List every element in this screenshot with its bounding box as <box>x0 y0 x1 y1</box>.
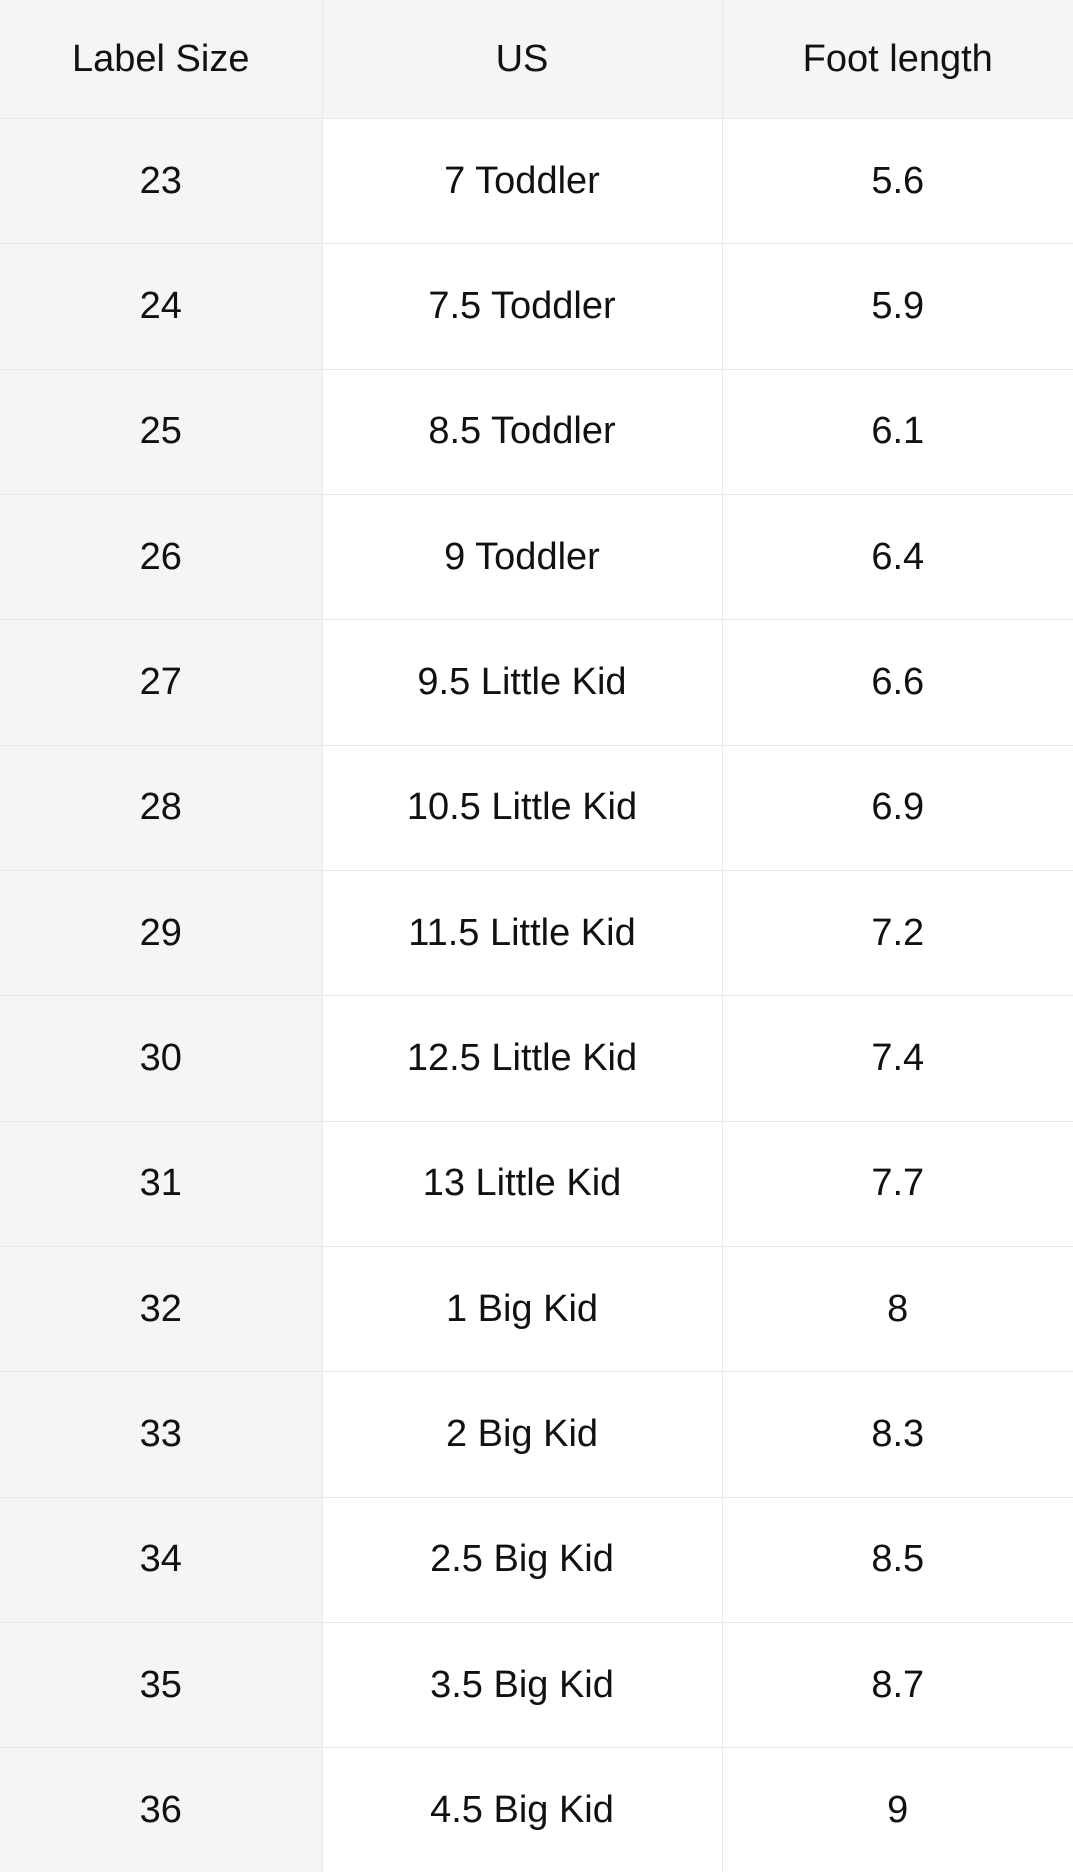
label-size-cell: 26 <box>0 494 322 620</box>
label-size-cell: 29 <box>0 870 322 996</box>
table-row: 27 9.5 Little Kid 6.6 <box>0 619 1073 746</box>
table-row: 35 3.5 Big Kid 8.7 <box>0 1622 1073 1748</box>
us-size-cell: 3.5 Big Kid <box>321 1622 722 1748</box>
label-size-cell: 27 <box>0 619 322 746</box>
foot-length-cell: 8.5 <box>721 1496 1073 1623</box>
header-row: Label Size US Foot length <box>0 0 1073 119</box>
label-size-cell: 24 <box>0 243 322 370</box>
label-size-cell: 33 <box>0 1371 322 1498</box>
us-size-cell: 7 Toddler <box>321 117 722 244</box>
label-size-cell: 34 <box>0 1496 322 1623</box>
table-row: 34 2.5 Big Kid 8.5 <box>0 1496 1073 1623</box>
label-size-cell: 25 <box>0 368 322 495</box>
us-size-cell: 13 Little Kid <box>321 1120 722 1247</box>
us-size-cell: 2 Big Kid <box>321 1371 722 1498</box>
label-size-cell: 32 <box>0 1246 322 1372</box>
us-size-cell: 11.5 Little Kid <box>321 870 722 996</box>
table-row: 25 8.5 Toddler 6.1 <box>0 368 1073 495</box>
foot-length-cell: 7.7 <box>721 1120 1073 1247</box>
foot-length-cell: 8.7 <box>721 1622 1073 1748</box>
foot-length-cell: 6.6 <box>721 619 1073 746</box>
label-size-cell: 23 <box>0 117 322 244</box>
table-body: 23 7 Toddler 5.6 24 7.5 Toddler 5.9 25 8.5 Todd… <box>0 117 1073 1872</box>
foot-length-cell: 8.3 <box>721 1371 1073 1498</box>
table-row: 29 11.5 Little Kid 7.2 <box>0 870 1073 996</box>
foot-length-cell: 5.9 <box>721 243 1073 370</box>
table-row: 32 1 Big Kid 8 <box>0 1246 1073 1372</box>
table-row: 26 9 Toddler 6.4 <box>0 494 1073 620</box>
table-row: 31 13 Little Kid 7.7 <box>0 1120 1073 1247</box>
foot-length-cell: 8 <box>721 1246 1073 1372</box>
us-size-cell: 7.5 Toddler <box>321 243 722 370</box>
table-row: 33 2 Big Kid 8.3 <box>0 1371 1073 1498</box>
column-header-label-size: Label Size <box>0 0 322 119</box>
label-size-cell: 31 <box>0 1120 322 1247</box>
us-size-cell: 9 Toddler <box>321 494 722 620</box>
foot-length-cell: 6.4 <box>721 494 1073 620</box>
label-size-cell: 28 <box>0 744 322 871</box>
foot-length-cell: 7.4 <box>721 995 1073 1122</box>
us-size-cell: 4.5 Big Kid <box>321 1747 722 1872</box>
us-size-cell: 9.5 Little Kid <box>321 619 722 746</box>
foot-length-cell: 5.6 <box>721 117 1073 244</box>
table-row: 28 10.5 Little Kid 6.9 <box>0 744 1073 871</box>
label-size-cell: 35 <box>0 1622 322 1748</box>
label-size-cell: 30 <box>0 995 322 1122</box>
foot-length-cell: 6.9 <box>721 744 1073 871</box>
label-size-cell: 36 <box>0 1747 322 1872</box>
us-size-cell: 2.5 Big Kid <box>321 1496 722 1623</box>
column-header-us: US <box>321 0 722 119</box>
foot-length-cell: 6.1 <box>721 368 1073 495</box>
table-row: 23 7 Toddler 5.6 <box>0 117 1073 244</box>
us-size-cell: 8.5 Toddler <box>321 368 722 495</box>
us-size-cell: 12.5 Little Kid <box>321 995 722 1122</box>
column-header-foot-length: Foot length <box>721 0 1073 119</box>
foot-length-cell: 9 <box>721 1747 1073 1872</box>
us-size-cell: 10.5 Little Kid <box>321 744 722 871</box>
table-row: 24 7.5 Toddler 5.9 <box>0 243 1073 370</box>
table-row: 36 4.5 Big Kid 9 <box>0 1747 1073 1872</box>
us-size-cell: 1 Big Kid <box>321 1246 722 1372</box>
foot-length-cell: 7.2 <box>721 870 1073 996</box>
table-row: 30 12.5 Little Kid 7.4 <box>0 995 1073 1122</box>
